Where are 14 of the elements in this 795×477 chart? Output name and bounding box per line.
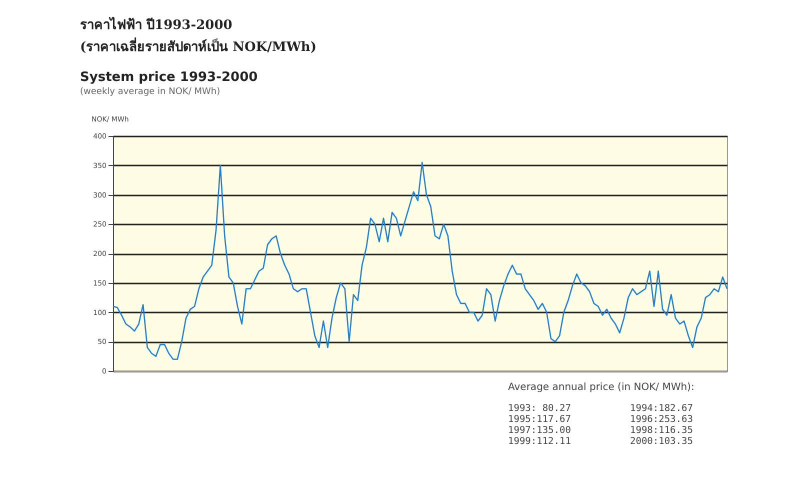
text: 1999:112.11 [508, 436, 571, 447]
chart-title: ราคาไฟฟ้า ปี1993-2000 [80, 16, 232, 35]
text: 1997:135.00 [508, 425, 571, 436]
chart-subtitle: (ราคาเฉลี่ยรายสัปดาห์เป็น NOK/MWh) [80, 36, 317, 57]
text: 1998:116.35 [630, 425, 693, 436]
line-series [112, 162, 728, 360]
text: System price 1993-2000 [80, 70, 258, 85]
text: Average annual price (in NOK/ MWh): [508, 382, 694, 393]
text: 1996:253.63 [630, 414, 693, 425]
text: (weekly average in NOK/ MWh) [80, 87, 220, 97]
text: 1993: 80.27 [508, 403, 571, 414]
text: 1995:117.67 [508, 414, 571, 425]
text: 1994:182.67 [630, 403, 693, 414]
text: 2000:103.35 [630, 436, 693, 447]
